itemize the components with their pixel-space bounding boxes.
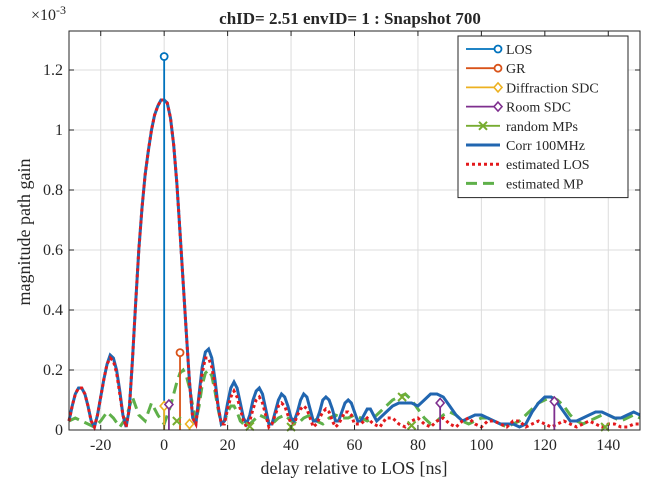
- y-tick-label: 0.6: [43, 242, 63, 259]
- y-tick-label: 0.2: [43, 362, 63, 379]
- y-tick-label: 0: [55, 422, 63, 439]
- x-tick-label: -20: [90, 437, 111, 454]
- chart-title: chID= 2.51 envID= 1 : Snapshot 700: [219, 9, 481, 28]
- legend-label: GR: [506, 62, 526, 77]
- legend-label: Diffraction SDC: [506, 81, 599, 96]
- y-axis-label: magnitude path gain: [14, 159, 34, 306]
- x-tick-label: 40: [283, 437, 299, 454]
- ticks: -20 0 20 40 60 80 100 120 140 0 0.2 0.4 0.6 0.8 1 1.2: [43, 31, 640, 454]
- legend-box: [457, 35, 629, 199]
- los-marker: [159, 52, 169, 61]
- random-mp-marker: [397, 392, 407, 402]
- legend-label: estimated LOS: [506, 158, 590, 173]
- room-marker: [163, 398, 174, 411]
- estimated-mp-line: [68, 367, 641, 430]
- x-tick-label: 80: [410, 437, 426, 454]
- x-tick-label: 140: [596, 437, 620, 454]
- random-mp-marker: [245, 421, 255, 432]
- y-exponent: ×10-3: [31, 3, 66, 24]
- legend-swatch-marker: [492, 81, 504, 94]
- legend-label: random MPs: [506, 120, 578, 135]
- legend-label: Room SDC: [506, 101, 571, 116]
- room-marker: [435, 397, 446, 409]
- gr-marker: [175, 348, 185, 358]
- x-tick-label: 20: [220, 437, 236, 454]
- legend-swatch-marker: [493, 44, 503, 54]
- random-mp-marker: [172, 416, 182, 426]
- x-tick-label: 60: [347, 437, 363, 454]
- y-tick-label: 1: [55, 122, 63, 139]
- legend-label: LOS: [506, 43, 532, 58]
- estimated-los-line: [67, 98, 640, 432]
- y-tick-label: 0.4: [43, 302, 63, 319]
- legend-label: Corr 100MHz: [506, 139, 585, 154]
- corr-100mhz-line: [67, 98, 641, 432]
- legend-swatch-marker: [478, 121, 488, 131]
- diffraction-marker: [184, 418, 195, 430]
- x-tick-label: 0: [160, 437, 168, 454]
- legend-label: estimated MP: [506, 177, 584, 192]
- x-axis-label: delay relative to LOS [ns]: [261, 458, 448, 478]
- random-mp-marker: [406, 420, 417, 431]
- stems: [159, 52, 610, 432]
- y-tick-label: 0.8: [43, 182, 63, 199]
- legend-swatch-marker: [492, 100, 504, 113]
- legend-swatch-marker: [493, 63, 503, 73]
- y-tick-label: 1.2: [43, 62, 63, 79]
- legend: LOS GR Diffraction SDC Room SDC random MPs Co…: [457, 35, 629, 199]
- x-tick-label: 120: [533, 437, 557, 454]
- x-tick-label: 100: [469, 437, 493, 454]
- room-marker: [549, 395, 560, 408]
- curves: [67, 98, 641, 432]
